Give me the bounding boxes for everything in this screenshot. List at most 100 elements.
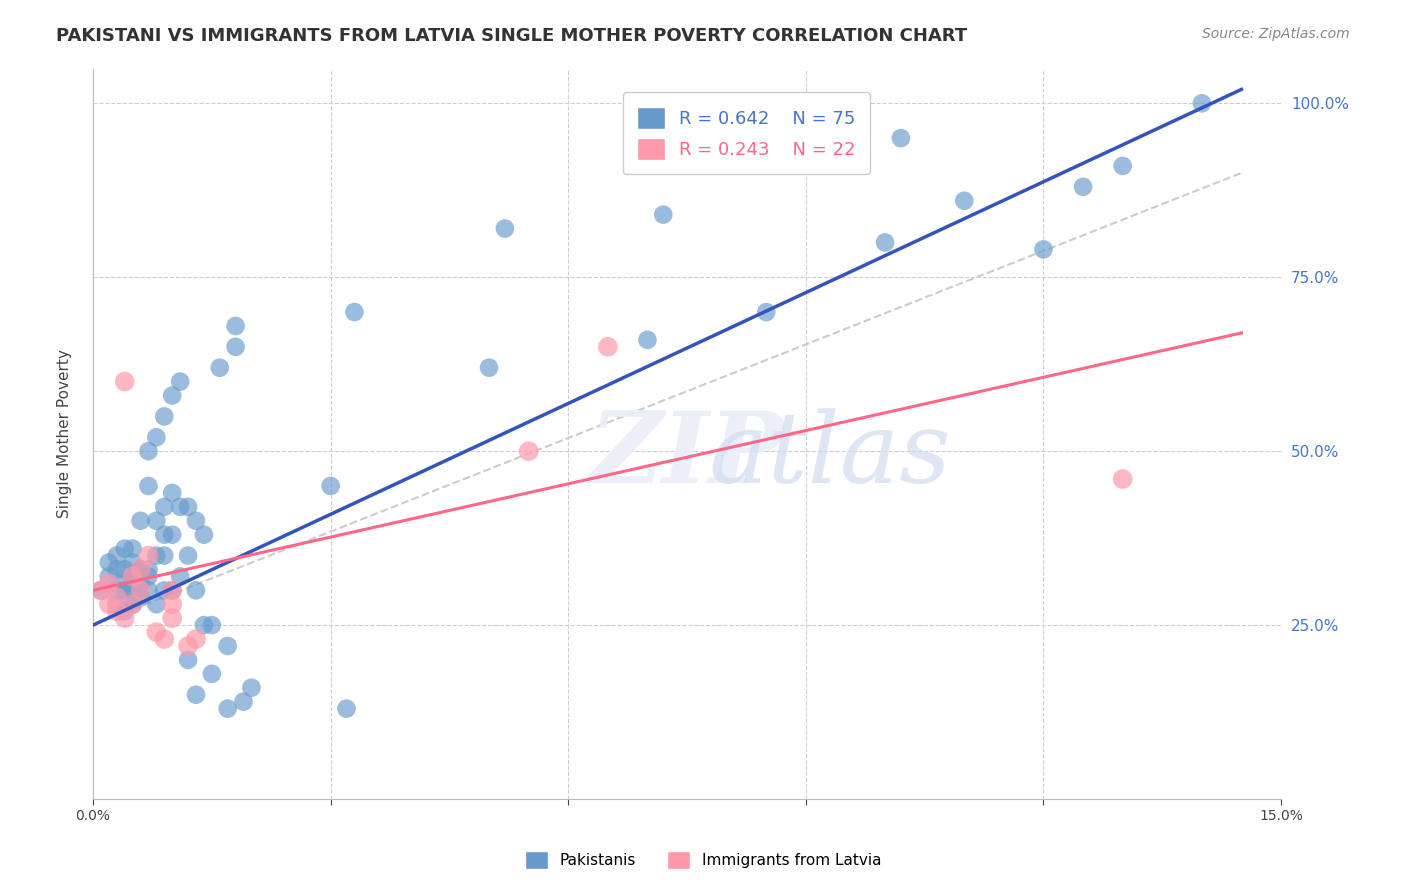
Point (138, 583, 160, 598)
Point (97, 597, 120, 611)
Point (160, 388, 183, 402)
Point (201, 666, 224, 681)
Point (953, 194, 976, 208)
Point (1032, 243, 1054, 257)
Point (90, 583, 112, 598)
Point (160, 583, 183, 598)
Point (114, 375, 136, 389)
Point (232, 695, 254, 709)
Point (145, 514, 167, 528)
Point (177, 639, 200, 653)
Point (1111, 472, 1133, 486)
Point (138, 562, 160, 576)
Point (129, 591, 152, 605)
Point (105, 549, 128, 563)
Point (114, 576, 136, 591)
Point (160, 611, 183, 625)
Point (319, 479, 342, 493)
Point (121, 591, 143, 605)
Point (138, 549, 160, 563)
Point (160, 597, 183, 611)
Point (114, 604, 136, 618)
Point (343, 305, 366, 319)
Point (494, 221, 516, 235)
Point (121, 541, 143, 556)
Point (517, 444, 540, 458)
Point (217, 639, 239, 653)
Point (129, 583, 152, 598)
Point (97, 556, 120, 570)
Point (153, 583, 176, 598)
Point (652, 208, 675, 222)
Point (335, 701, 357, 715)
Point (114, 583, 136, 598)
Point (105, 562, 128, 576)
Point (145, 597, 167, 611)
Point (97, 576, 120, 591)
Point (145, 625, 167, 640)
Point (129, 514, 152, 528)
Point (121, 597, 143, 611)
Point (114, 541, 136, 556)
Point (755, 305, 778, 319)
Point (890, 131, 912, 145)
Point (121, 569, 143, 583)
Point (193, 527, 215, 541)
Point (177, 549, 200, 563)
Point (184, 632, 207, 646)
Point (208, 360, 231, 375)
Legend: Pakistanis, Immigrants from Latvia: Pakistanis, Immigrants from Latvia (519, 845, 887, 875)
Point (153, 409, 176, 424)
Legend: R = 0.642    N = 75, R = 0.243    N = 22: R = 0.642 N = 75, R = 0.243 N = 22 (623, 92, 870, 174)
Text: atlas: atlas (709, 408, 950, 503)
Point (160, 583, 183, 598)
Point (184, 514, 207, 528)
Point (129, 562, 152, 576)
Point (225, 318, 247, 333)
Point (105, 591, 128, 605)
Point (1191, 96, 1213, 111)
Point (184, 688, 207, 702)
Point (114, 611, 136, 625)
Point (1071, 179, 1094, 194)
Point (636, 333, 658, 347)
Point (129, 576, 152, 591)
Point (169, 375, 191, 389)
Point (240, 681, 263, 695)
Point (153, 500, 176, 514)
Y-axis label: Single Mother Poverty: Single Mother Poverty (58, 350, 72, 518)
Point (114, 562, 136, 576)
Point (201, 618, 224, 632)
Point (105, 604, 128, 618)
Point (105, 597, 128, 611)
Point (177, 500, 200, 514)
Point (160, 486, 183, 500)
Text: Source: ZipAtlas.com: Source: ZipAtlas.com (1202, 27, 1350, 41)
Point (596, 340, 619, 354)
Point (97, 569, 120, 583)
Point (121, 556, 143, 570)
Point (1111, 159, 1133, 173)
Point (145, 430, 167, 444)
Point (873, 235, 896, 250)
Point (153, 549, 176, 563)
Point (145, 549, 167, 563)
Point (90, 583, 112, 598)
Point (169, 500, 191, 514)
Text: PAKISTANI VS IMMIGRANTS FROM LATVIA SINGLE MOTHER POVERTY CORRELATION CHART: PAKISTANI VS IMMIGRANTS FROM LATVIA SING… (56, 27, 967, 45)
Point (169, 569, 191, 583)
Point (225, 340, 247, 354)
Point (121, 597, 143, 611)
Point (217, 701, 239, 715)
Point (153, 632, 176, 646)
Point (193, 618, 215, 632)
Point (138, 479, 160, 493)
Point (129, 562, 152, 576)
Point (177, 653, 200, 667)
Point (184, 583, 207, 598)
Point (121, 569, 143, 583)
Point (478, 360, 501, 375)
Point (138, 444, 160, 458)
Point (105, 583, 128, 598)
Point (121, 576, 143, 591)
